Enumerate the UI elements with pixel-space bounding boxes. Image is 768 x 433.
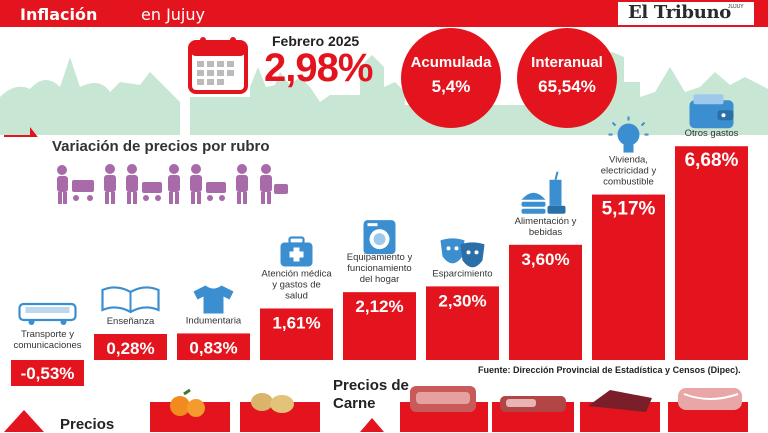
- category-label: Enseñanza: [107, 316, 155, 327]
- bar-value-label: 3,60%: [521, 250, 569, 269]
- bar-value-label: 1,61%: [272, 313, 320, 332]
- bar-5: [343, 292, 416, 360]
- book-icon: [101, 286, 160, 314]
- bar-4: [260, 308, 333, 360]
- calendar-icon: [188, 37, 248, 94]
- bar-value-label: 0,28%: [106, 339, 154, 358]
- food-icon: [521, 171, 566, 214]
- arrow-icon: [4, 127, 38, 137]
- shoppers-icon: [57, 164, 288, 204]
- bar-value-label: 2,12%: [355, 297, 403, 316]
- category-label: Transporte y comunicaciones: [13, 329, 81, 351]
- category-label: Otros gastos: [685, 128, 739, 139]
- logo-superscript: JUJUY: [728, 4, 744, 10]
- year-over-year-value: 65,54%: [538, 77, 596, 96]
- year-over-year-label: Interanual: [531, 54, 603, 71]
- theater-masks-icon: [440, 238, 485, 268]
- prices-label: Precios: [60, 416, 115, 433]
- bar-value-label: 2,30%: [438, 291, 486, 310]
- logo-background: [618, 2, 754, 25]
- logo: El Tribuno: [628, 2, 731, 23]
- bar-value-label: 6,68%: [685, 150, 739, 171]
- bus-icon: [18, 302, 77, 325]
- warning-triangle-icon-2: [360, 418, 384, 432]
- chart-title: Variación de precios por rubro: [52, 138, 270, 155]
- meat-icon-4: [678, 388, 742, 410]
- wallet-icon: [689, 94, 734, 129]
- period-label: Febrero 2025: [272, 33, 360, 49]
- meat-prices-label: Precios de Carne: [333, 377, 409, 412]
- meat-icon-3: [588, 390, 652, 412]
- bar-6: [426, 286, 499, 360]
- bar-value-label: 5,17%: [602, 199, 656, 220]
- category-label: Alimentación y bebidas: [515, 216, 577, 238]
- category-label: Equipamiento y funcionamiento del hogar: [347, 252, 413, 285]
- shirt-icon: [193, 285, 234, 314]
- bar-value-label: -0,53%: [21, 364, 75, 383]
- page-title: Inflación: [20, 5, 98, 24]
- bar-7: [509, 244, 582, 360]
- bar-value-label: 0,83%: [189, 338, 237, 357]
- category-label: Esparcimiento: [432, 268, 492, 279]
- meat-icon: [410, 386, 476, 412]
- category-label: Indumentaria: [186, 315, 242, 326]
- warning-triangle-icon: [4, 410, 44, 432]
- meat-icon-2: [500, 396, 566, 412]
- bar-9: [675, 146, 748, 360]
- accumulated-bubble: [401, 28, 501, 128]
- category-label: Vivienda, electricidad y combustible: [601, 155, 657, 188]
- orange-icon: [170, 388, 205, 417]
- accumulated-label: Acumulada: [410, 54, 492, 71]
- page-subtitle: en Jujuy: [141, 5, 205, 24]
- accumulated-value: 5,4%: [431, 77, 471, 96]
- monthly-inflation-value: 2,98%: [264, 46, 373, 90]
- bar-2: [94, 334, 167, 360]
- category-label: Atención médica y gastos de salud: [261, 268, 332, 301]
- source-note: Fuente: Dirección Provincial de Estadíst…: [478, 365, 741, 375]
- light-bulb-icon: [608, 116, 649, 153]
- washing-machine-icon: [363, 220, 396, 255]
- potato-icon: [251, 393, 294, 413]
- bar-1: [11, 360, 84, 386]
- bar-3: [177, 333, 250, 360]
- bottom-strip: [0, 386, 768, 432]
- year-over-year-bubble: [517, 28, 617, 128]
- medical-kit-icon: [280, 236, 313, 267]
- bar-8: [592, 194, 665, 360]
